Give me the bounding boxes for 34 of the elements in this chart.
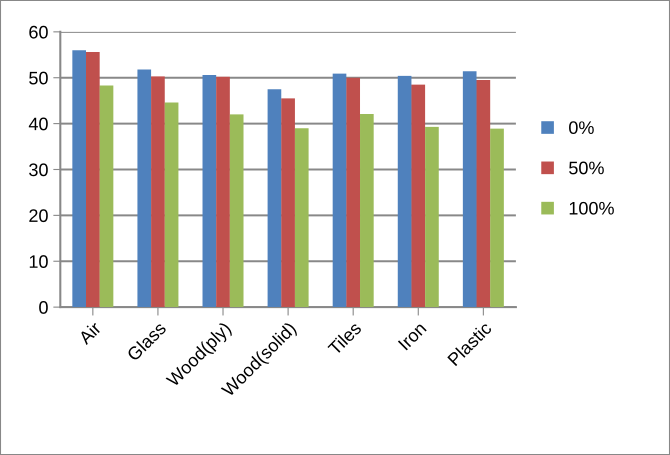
x-tick-label: Iron [398, 322, 427, 351]
bar [100, 86, 114, 308]
y-tick-label: 0 [39, 301, 48, 314]
bar [164, 102, 178, 308]
y-tick-label: 30 [29, 163, 48, 176]
y-tick-label: 60 [29, 26, 48, 39]
bar [411, 84, 426, 308]
y-tick-label: 50 [29, 72, 48, 84]
bar [476, 80, 490, 308]
legend-label: 50% [569, 162, 604, 174]
bar [490, 128, 504, 308]
y-tick-label: 40 [28, 118, 48, 130]
x-tick-label: Air [77, 320, 102, 346]
bar [72, 50, 86, 308]
bar [202, 74, 216, 308]
bar [281, 98, 295, 308]
bar [360, 114, 374, 308]
bar [425, 126, 439, 308]
bar [346, 78, 360, 308]
bar [462, 71, 477, 308]
bar [137, 69, 152, 308]
bar [332, 74, 346, 308]
x-tick-label: Tiles [326, 320, 362, 356]
bar [230, 114, 244, 308]
y-tick-label: 10 [30, 255, 48, 268]
bar [398, 76, 412, 308]
bar [294, 128, 309, 308]
legend-label: 100% [570, 202, 614, 215]
legend-label: 0% [569, 121, 594, 134]
bar [151, 76, 165, 308]
bar [86, 52, 100, 308]
bar [268, 89, 282, 308]
bar [216, 76, 230, 308]
y-tick-label: 20 [29, 209, 48, 222]
